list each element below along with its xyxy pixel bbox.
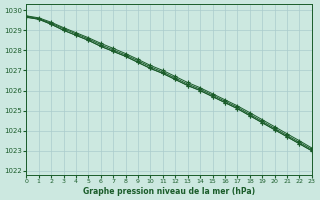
X-axis label: Graphe pression niveau de la mer (hPa): Graphe pression niveau de la mer (hPa) (83, 187, 255, 196)
